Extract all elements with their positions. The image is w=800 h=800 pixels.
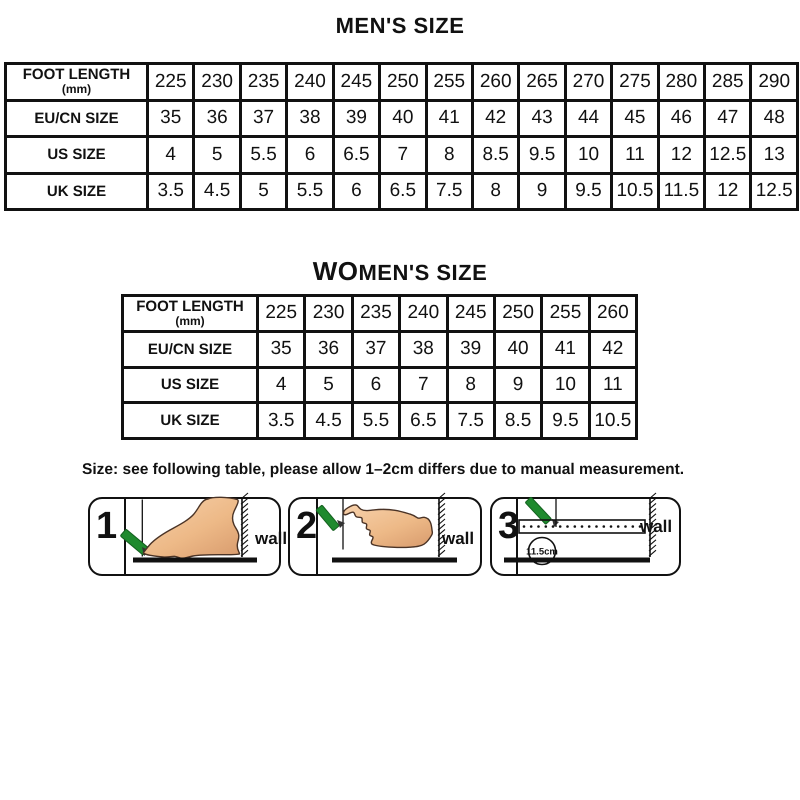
svg-text:11.5cm: 11.5cm [526, 547, 558, 558]
